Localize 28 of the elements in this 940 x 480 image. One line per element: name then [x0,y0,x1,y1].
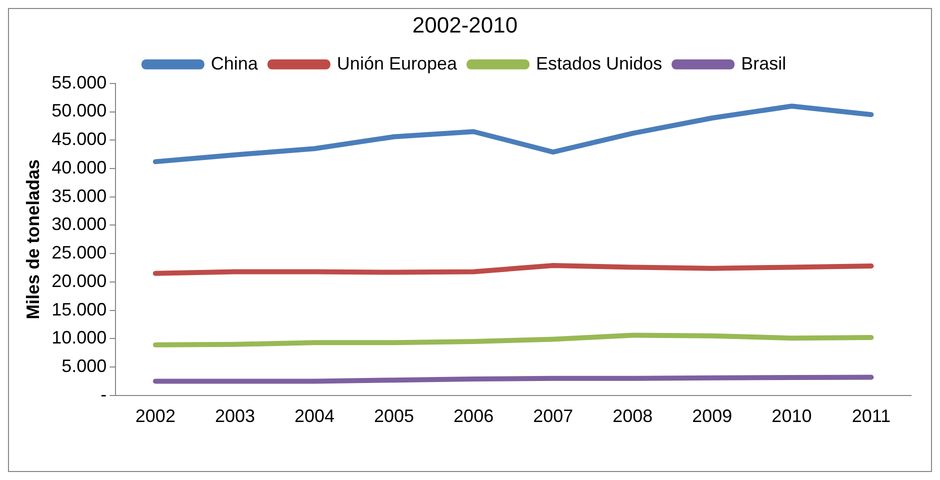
x-tick-label: 2007 [533,406,574,426]
x-tick-label: 2006 [454,406,494,426]
y-tick-label: 45.000 [52,129,107,150]
y-tick-label: 5.000 [62,356,107,376]
x-tick-label: 2002 [135,406,176,426]
x-tick-label: 2011 [852,406,891,426]
y-tick-label: 25.000 [52,242,107,263]
y-tick-label: 40.000 [52,157,107,178]
x-tick-label: 2008 [612,406,653,426]
y-tick-label: 55.000 [52,72,107,92]
y-tick-label: 10.000 [52,328,107,348]
legend-label: Estados Unidos [536,53,662,74]
y-tick-label: 20.000 [52,270,107,291]
y-tick-label: 15.000 [52,299,107,320]
x-tick-label: 2009 [692,406,732,426]
legend-label: China [210,53,259,74]
y-axis-title: Miles de toneladas [22,159,43,320]
x-tick-label: 2003 [214,406,255,426]
y-tick-label: 30.000 [52,214,107,234]
legend-label: Brasil [741,53,786,74]
y-tick-label: - [100,384,107,404]
legend-label: Unión Europea [336,53,458,74]
y-tick-label: 35.000 [52,186,107,206]
x-tick-label: 2005 [374,406,414,426]
x-tick-label: 2004 [294,406,335,426]
y-tick-label: 50.000 [52,100,107,121]
x-tick-label: 2010 [772,406,812,426]
chart-title: 2002-2010 [412,12,518,38]
